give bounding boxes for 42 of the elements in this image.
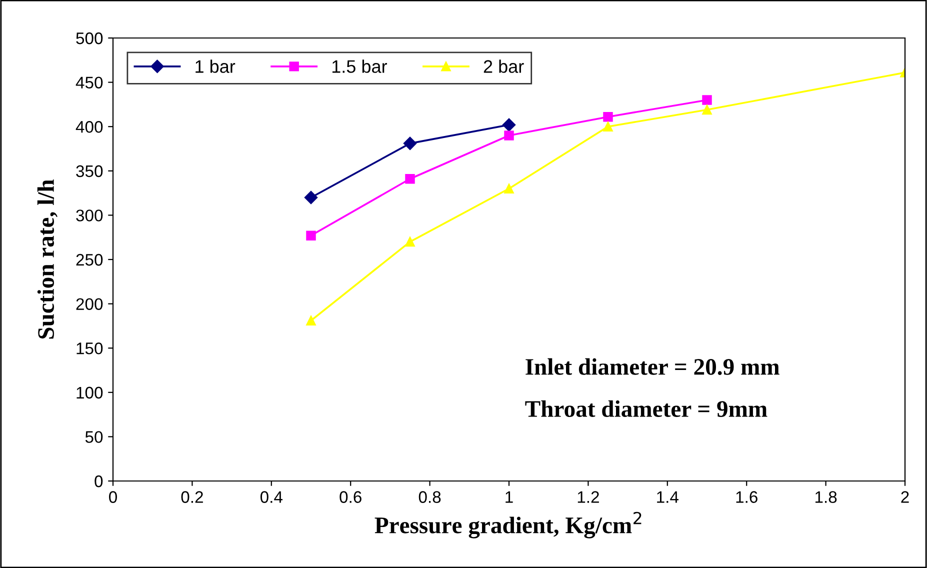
x-tick-label: 0.6 [340,491,362,503]
point [603,112,613,122]
legend-label: 2 bar [484,60,524,73]
x-tick-label: 2 [901,491,909,503]
x-tick-label: 1.8 [815,491,837,503]
point [304,190,318,204]
x-tick-label: 0.8 [418,491,441,503]
x-tick-label: 0 [109,491,117,503]
y-tick-label: 300 [76,210,103,222]
x-tick-label: 1 [506,491,513,503]
x-tick-label: 1.2 [578,491,599,503]
y-axis-title: Suction rate, l/h [37,180,58,339]
x-tick-label: 1.4 [657,491,678,503]
y-tick-label: 350 [76,165,103,178]
point [405,174,415,184]
point [306,230,316,240]
y-tick-label: 400 [76,121,103,133]
y-tick-label: 500 [76,32,103,44]
x-tick-label: 0.2 [181,491,203,503]
y-tick-label: 0 [94,475,103,488]
y-tick-label: 100 [76,386,103,399]
y-tick-label: 50 [85,431,103,443]
y-tick-label: 450 [76,76,103,89]
legend-label: 1.5 bar [332,60,388,73]
point [502,118,516,132]
y-tick-label: 250 [76,254,103,266]
legend-label: 1 bar [196,60,236,73]
annotation: Inlet diameter = 20.9 mm [526,358,780,376]
y-tick-label: 200 [76,298,103,310]
x-axis-title: Pressure gradient, Kg/cm$^{2}$ [374,512,642,538]
point [403,136,417,150]
point [702,95,712,105]
y-tick-label: 150 [76,342,103,354]
x-tick-label: 0.4 [260,491,282,503]
point [504,130,514,140]
point [306,316,316,326]
point [504,184,514,194]
point [702,104,712,115]
point [405,236,415,247]
point [603,122,613,132]
annotation: Throat diameter = 9mm [525,400,768,417]
x-tick-label: 1.6 [736,491,758,503]
